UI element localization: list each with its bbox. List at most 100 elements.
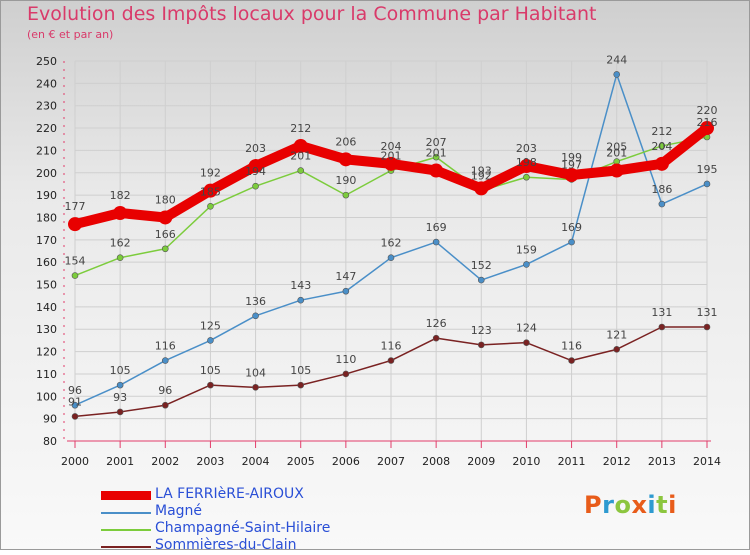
y-tick-label: 110 (36, 368, 57, 381)
data-point (116, 408, 124, 416)
logo-letter: r (602, 491, 615, 519)
data-label: 125 (200, 319, 221, 332)
data-label: 169 (561, 221, 582, 234)
data-label: 185 (200, 185, 221, 198)
data-label: 123 (471, 324, 492, 337)
data-label: 220 (697, 104, 718, 117)
legend-label: Champagné-Saint-Hilaire (155, 520, 331, 536)
legend-swatch (101, 487, 151, 504)
data-label: 124 (516, 322, 537, 335)
data-label: 162 (110, 237, 131, 250)
data-label: 105 (110, 364, 131, 377)
x-tick-label: 2005 (287, 455, 315, 468)
data-point (71, 272, 79, 279)
y-tick-label: 150 (36, 279, 57, 292)
data-label: 216 (697, 116, 718, 129)
data-label: 182 (110, 189, 131, 202)
data-point (297, 167, 305, 174)
data-label: 104 (245, 366, 266, 379)
y-tick-label: 170 (36, 234, 57, 247)
data-point (203, 183, 218, 198)
x-tick-label: 2010 (512, 455, 540, 468)
data-label: 203 (245, 142, 266, 155)
logo-letter: P (584, 491, 603, 519)
data-label: 194 (245, 165, 266, 178)
data-label: 116 (561, 340, 582, 353)
data-point (342, 370, 350, 378)
data-point (161, 245, 169, 253)
data-label: 116 (155, 340, 176, 353)
data-label: 197 (561, 158, 582, 171)
data-point (432, 153, 440, 161)
data-label: 121 (606, 328, 627, 341)
y-tick-label: 230 (36, 100, 57, 113)
data-point (116, 254, 124, 262)
data-point (700, 121, 714, 136)
x-tick-label: 2007 (377, 455, 405, 468)
data-label: 169 (426, 221, 447, 234)
data-label: 126 (426, 317, 447, 330)
x-tick-label: 2000 (61, 455, 89, 468)
legend-swatch (101, 521, 151, 538)
data-point (432, 334, 440, 342)
x-tick-label: 2003 (196, 455, 224, 468)
data-label: 105 (200, 364, 221, 377)
data-point (613, 346, 621, 353)
data-point (568, 357, 575, 364)
data-point (252, 312, 259, 320)
data-label: 212 (290, 122, 311, 135)
legend-label: Sommières-du-Clain (155, 537, 297, 553)
data-point (248, 159, 263, 174)
data-label: 198 (516, 156, 537, 169)
data-point (207, 337, 214, 344)
data-point (338, 152, 353, 167)
logo-letter: i (647, 491, 657, 519)
data-point (158, 210, 173, 225)
data-point (161, 401, 169, 409)
data-label: 204 (381, 140, 402, 153)
data-label: 192 (471, 170, 492, 183)
y-tick-label: 220 (36, 122, 57, 135)
data-point (703, 323, 711, 331)
data-point (387, 254, 395, 262)
data-point (429, 163, 444, 178)
legend-swatch (101, 504, 151, 521)
data-label: 152 (471, 259, 492, 272)
data-point (252, 182, 259, 190)
data-label: 205 (606, 141, 627, 154)
y-tick-label: 100 (36, 390, 57, 403)
data-point (71, 413, 79, 420)
data-point (564, 168, 579, 182)
data-label: 93 (113, 391, 127, 404)
data-point (342, 287, 350, 295)
data-label: 212 (651, 125, 672, 138)
data-label: 192 (200, 167, 221, 180)
x-tick-label: 2008 (422, 455, 450, 468)
data-label: 193 (471, 164, 492, 177)
data-label: 96 (158, 384, 172, 397)
data-point (207, 202, 214, 210)
data-point (387, 357, 395, 364)
x-tick-label: 2009 (467, 455, 495, 468)
data-point (342, 191, 350, 199)
data-point (116, 381, 124, 389)
data-label: 207 (426, 136, 447, 149)
logo-letter: o (614, 491, 632, 519)
data-label: 143 (290, 279, 311, 292)
logo-letter: t (656, 491, 669, 519)
data-point (293, 138, 308, 153)
data-label: 199 (561, 151, 582, 164)
data-point (658, 200, 666, 208)
x-tick-label: 2001 (106, 455, 134, 468)
y-tick-label: 210 (36, 144, 57, 157)
data-point (474, 181, 489, 196)
data-label: 206 (335, 135, 356, 148)
data-point (207, 381, 214, 389)
data-point (297, 296, 305, 304)
data-point (568, 238, 575, 246)
x-tick-label: 2006 (332, 455, 360, 468)
y-tick-label: 250 (36, 55, 57, 68)
data-point (432, 238, 440, 246)
data-label: 105 (290, 364, 311, 377)
data-label: 116 (381, 340, 402, 353)
